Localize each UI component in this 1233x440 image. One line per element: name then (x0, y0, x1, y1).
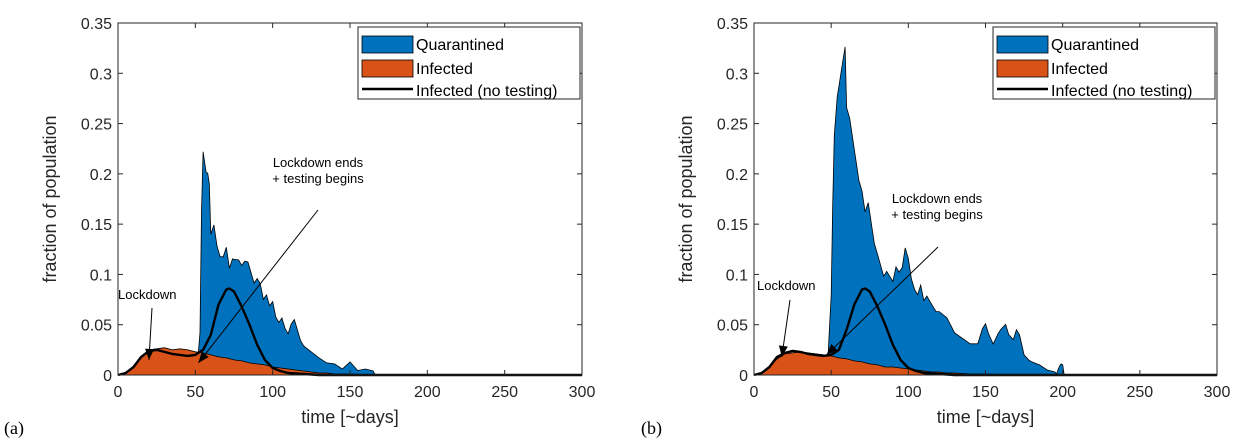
legend-label: Quarantined (416, 37, 504, 54)
panel-label: (a) (4, 418, 24, 439)
annotation-text: Lockdown (118, 287, 177, 302)
x-tick-label: 200 (414, 384, 441, 401)
x-tick-label: 200 (1049, 384, 1076, 401)
x-tick-label: 150 (972, 384, 999, 401)
y-tick-label: 0.15 (717, 217, 748, 234)
annotation-line: Lockdown ends (273, 155, 364, 170)
legend: Quarantined Infected Infected (no testing) (357, 26, 581, 100)
legend-label: Infected (416, 61, 473, 78)
x-tick-label: 300 (1204, 384, 1231, 401)
legend-label: Infected (no testing) (416, 83, 557, 100)
panel-label: (b) (641, 418, 662, 439)
y-tick-label: 0.3 (90, 66, 112, 83)
legend: Quarantined Infected Infected (no testing) (992, 26, 1216, 100)
annotation-arrow-head (145, 348, 155, 360)
x-tick-label: 50 (186, 384, 204, 401)
y-tick-label: 0 (739, 368, 748, 385)
y-tick-label: 0.35 (717, 16, 748, 33)
annotation-arrow-head (826, 344, 838, 355)
chart-panel-a: 0 50 100 150 200 250 300 0 0.05 0.1 0.15 0.2 0.25 0.3… (4, 16, 595, 439)
annotation-arrow-head (198, 351, 209, 363)
chart-panel-b: 0 50 100 150 200 250 300 0 0.05 0.1 0.15 0.2 0.25 0.3… (641, 16, 1230, 439)
x-tick-label: 50 (822, 384, 840, 401)
y-tick-label: 0.35 (81, 16, 112, 33)
legend-swatch-infected (996, 59, 1049, 78)
annotation-text: Lockdown ends + testing begins (891, 191, 983, 222)
legend-swatch-infected (361, 59, 414, 78)
annotation-line: Lockdown (118, 287, 177, 302)
y-tick-label: 0.15 (81, 217, 112, 234)
annotation-arrow-line (826, 246, 939, 356)
y-tick-label: 0.25 (717, 117, 748, 134)
annotation-text: Lockdown (757, 278, 816, 293)
annotation-line: Lockdown (757, 278, 816, 293)
legend-swatch-quarantined (996, 35, 1049, 54)
y-axis-label: fraction of population (40, 115, 60, 282)
x-tick-label: 250 (491, 384, 518, 401)
quarantined-area (117, 151, 582, 376)
x-tick-label: 250 (1126, 384, 1153, 401)
y-tick-label: 0.2 (726, 167, 748, 184)
y-axis-label: fraction of population (676, 115, 696, 282)
x-tick-label: 0 (750, 384, 759, 401)
y-tick-label: 0.05 (81, 318, 112, 335)
x-tick-label: 100 (895, 384, 922, 401)
annotation-arrow-head (778, 345, 788, 357)
infected-area (117, 347, 582, 376)
infected-no-testing-line (117, 287, 582, 377)
x-tick-label: 150 (337, 384, 364, 401)
y-tick-label: 0.1 (726, 267, 748, 284)
x-tick-label: 300 (569, 384, 596, 401)
x-tick-label: 100 (259, 384, 286, 401)
annotation-line: + testing begins (891, 207, 983, 222)
x-tick-label: 0 (114, 384, 123, 401)
y-tick-label: 0.25 (81, 117, 112, 134)
annotation-text: Lockdown ends + testing begins (272, 155, 364, 186)
infected-area (753, 351, 1217, 376)
legend-swatch-quarantined (361, 35, 414, 54)
y-tick-label: 0.05 (717, 318, 748, 335)
y-tick-label: 0 (103, 368, 112, 385)
y-tick-label: 0.1 (90, 267, 112, 284)
x-axis-label: time [~days] (937, 407, 1035, 427)
annotation-line: Lockdown ends (892, 191, 983, 206)
y-tick-label: 0.2 (90, 167, 112, 184)
legend-label: Infected (no testing) (1051, 83, 1192, 100)
annotation-arrow-line (198, 209, 319, 364)
x-axis-label: time [~days] (301, 407, 399, 427)
infected-no-testing-line (753, 287, 1217, 377)
y-tick-label: 0.3 (726, 66, 748, 83)
legend-label: Infected (1051, 61, 1108, 78)
annotation-line: + testing begins (272, 171, 364, 186)
legend-label: Quarantined (1051, 37, 1139, 54)
